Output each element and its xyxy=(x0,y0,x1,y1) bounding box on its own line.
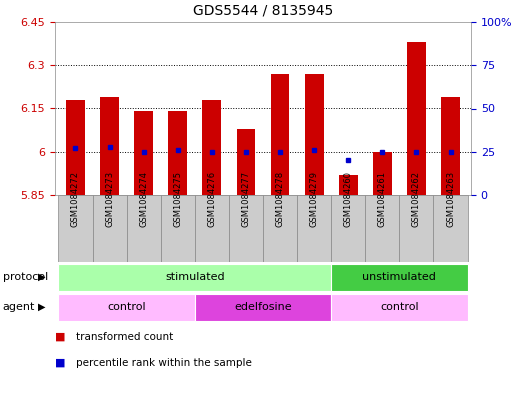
Bar xyxy=(305,74,324,195)
Bar xyxy=(161,195,195,262)
Text: transformed count: transformed count xyxy=(75,332,173,342)
Bar xyxy=(203,100,221,195)
Bar xyxy=(407,42,426,195)
Text: percentile rank within the sample: percentile rank within the sample xyxy=(75,358,251,367)
Bar xyxy=(58,195,92,262)
Bar xyxy=(58,263,331,290)
Text: GSM1084274: GSM1084274 xyxy=(139,171,148,227)
Text: ■: ■ xyxy=(55,358,66,367)
Text: GSM1084261: GSM1084261 xyxy=(378,171,387,227)
Bar xyxy=(339,175,358,195)
Bar xyxy=(58,294,195,321)
Text: stimulated: stimulated xyxy=(165,272,225,282)
Text: GSM1084277: GSM1084277 xyxy=(242,171,250,227)
Text: GSM1084263: GSM1084263 xyxy=(446,171,455,227)
Bar xyxy=(229,195,263,262)
Text: GSM1084279: GSM1084279 xyxy=(310,171,319,227)
Text: control: control xyxy=(380,302,419,312)
Bar xyxy=(400,195,433,262)
Bar xyxy=(433,195,467,262)
Text: GSM1084260: GSM1084260 xyxy=(344,171,353,227)
Text: GSM1084262: GSM1084262 xyxy=(412,171,421,227)
Bar xyxy=(331,294,467,321)
Bar xyxy=(373,152,392,195)
Bar xyxy=(127,195,161,262)
Bar xyxy=(331,263,467,290)
Text: unstimulated: unstimulated xyxy=(363,272,437,282)
Text: protocol: protocol xyxy=(3,272,48,282)
Text: control: control xyxy=(107,302,146,312)
Bar xyxy=(236,129,255,195)
Bar xyxy=(441,97,460,195)
Bar xyxy=(331,195,365,262)
Bar xyxy=(195,294,331,321)
Text: ▶: ▶ xyxy=(38,302,46,312)
Bar xyxy=(168,111,187,195)
Bar xyxy=(100,97,119,195)
Text: GSM1084276: GSM1084276 xyxy=(207,171,216,227)
Bar xyxy=(92,195,127,262)
Bar xyxy=(271,74,289,195)
Bar xyxy=(297,195,331,262)
Text: GSM1084275: GSM1084275 xyxy=(173,171,182,227)
Text: GSM1084273: GSM1084273 xyxy=(105,171,114,227)
Bar xyxy=(365,195,400,262)
Text: GDS5544 / 8135945: GDS5544 / 8135945 xyxy=(193,4,333,18)
Text: edelfosine: edelfosine xyxy=(234,302,292,312)
Text: GSM1084272: GSM1084272 xyxy=(71,171,80,227)
Text: ▶: ▶ xyxy=(38,272,46,282)
Text: agent: agent xyxy=(3,302,35,312)
Bar xyxy=(195,195,229,262)
Text: ■: ■ xyxy=(55,332,66,342)
Bar xyxy=(134,111,153,195)
Bar xyxy=(66,100,85,195)
Text: GSM1084278: GSM1084278 xyxy=(275,171,285,227)
Bar xyxy=(263,195,297,262)
